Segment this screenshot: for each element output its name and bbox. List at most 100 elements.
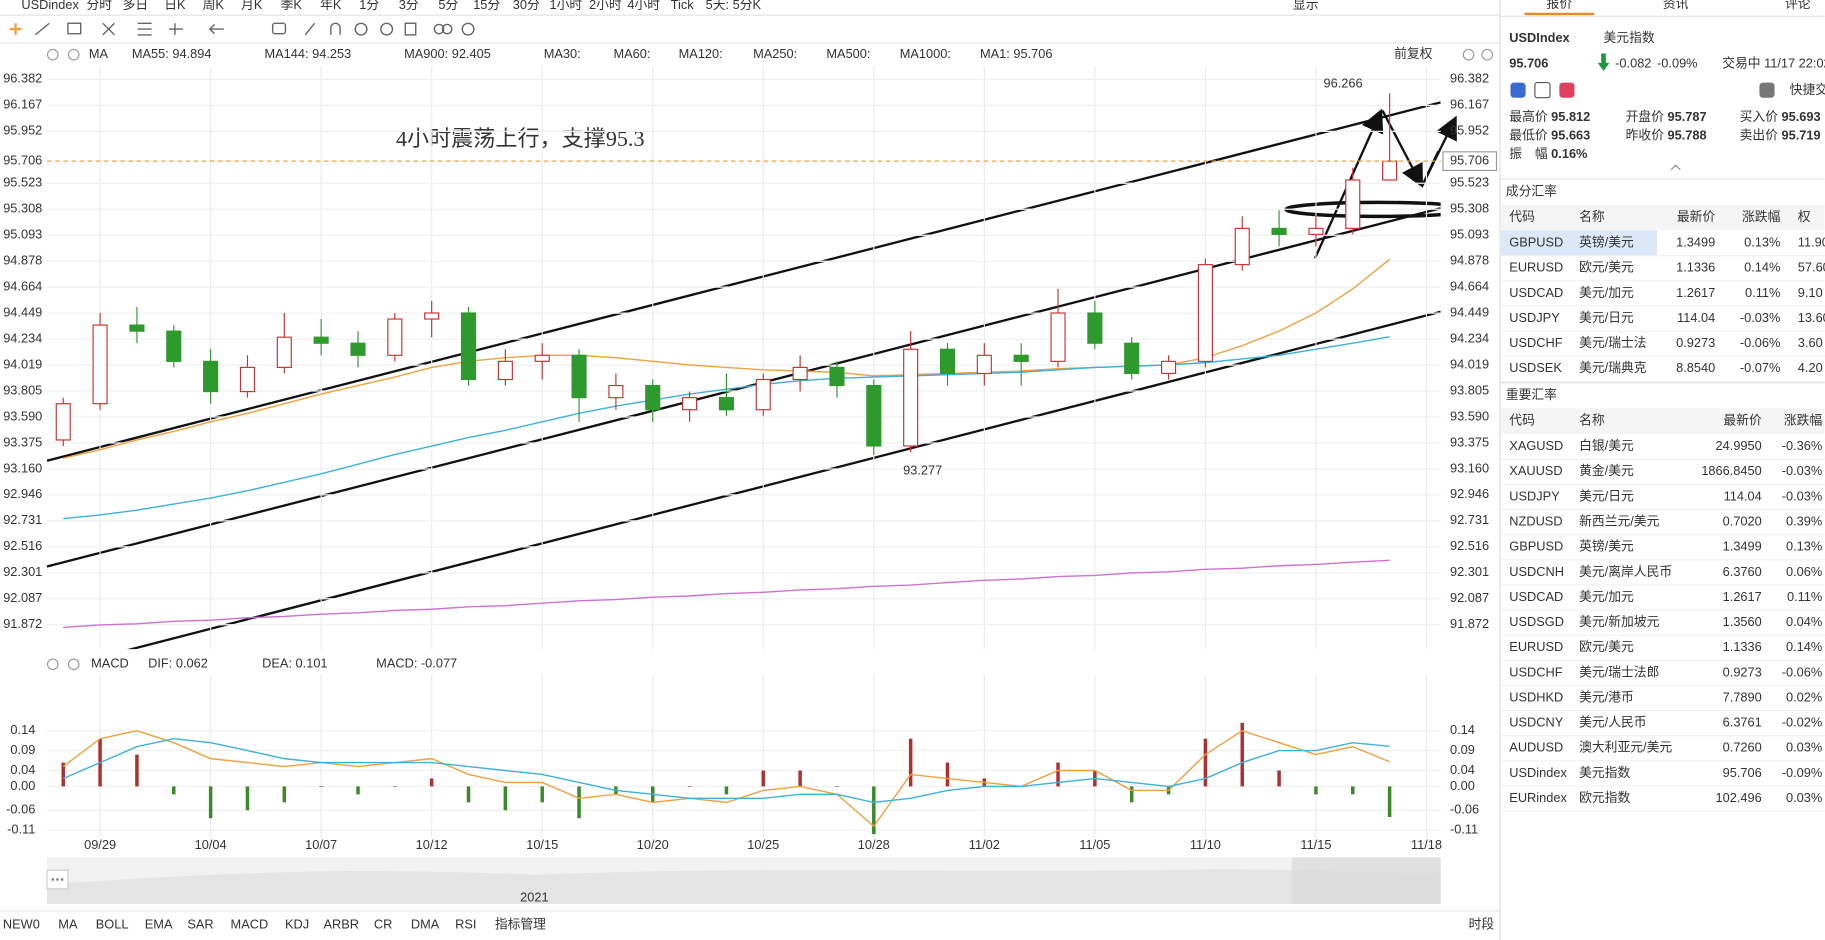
table-cell[interactable]: USDCNH: [1509, 564, 1564, 579]
table-cell[interactable]: 1.2617: [1723, 589, 1762, 604]
table-cell[interactable]: -0.07%: [1740, 360, 1781, 375]
table-cell[interactable]: -0.06%: [1782, 664, 1823, 679]
table-cell[interactable]: 114.04: [1724, 488, 1762, 503]
period-tab[interactable]: 4小时: [627, 0, 660, 12]
period-tab[interactable]: 分时: [87, 0, 113, 12]
symbol-tab[interactable]: USDindex: [21, 0, 79, 12]
indicator-button[interactable]: DMA: [411, 916, 440, 931]
chart-controls[interactable]: [46, 48, 1494, 671]
icon-button[interactable]: [1534, 82, 1551, 99]
table-cell[interactable]: -0.02%: [1782, 715, 1823, 730]
table-cell[interactable]: 0.03%: [1786, 740, 1822, 755]
table-cell[interactable]: 0.03%: [1786, 790, 1822, 805]
table-cell[interactable]: USDCAD: [1509, 589, 1563, 604]
table-cell[interactable]: NZDUSD: [1509, 513, 1562, 528]
indicator-button[interactable]: NEW0: [3, 916, 40, 931]
session-button[interactable]: 时段: [1469, 916, 1495, 931]
table-cell[interactable]: USDCHF: [1509, 664, 1562, 679]
table-cell[interactable]: 美元/加元: [1579, 285, 1634, 300]
table-cell[interactable]: 1.1336: [1723, 639, 1762, 654]
table-cell[interactable]: 1.3499: [1723, 539, 1762, 554]
period-tab[interactable]: 5天: 5分K: [706, 0, 762, 12]
table-cell[interactable]: 0.13%: [1786, 539, 1822, 554]
table-cell[interactable]: 美元/日元: [1579, 488, 1634, 503]
indicator-button[interactable]: SAR: [187, 916, 213, 931]
panel-tab[interactable]: 评论: [1785, 0, 1811, 11]
period-tab[interactable]: 30分: [513, 0, 540, 12]
table-cell[interactable]: 1866.8450: [1701, 463, 1761, 478]
table-cell[interactable]: XAUUSD: [1509, 463, 1562, 478]
collapse-chevron[interactable]: [1670, 164, 1681, 171]
table-cell[interactable]: 新西兰元/美元: [1579, 513, 1659, 528]
table-cell[interactable]: 0.39%: [1786, 513, 1822, 528]
period-tab[interactable]: 1分: [359, 0, 379, 12]
table-cell[interactable]: USDCAD: [1509, 285, 1563, 300]
table-cell[interactable]: 114.04: [1677, 310, 1715, 325]
table-cell[interactable]: USDJPY: [1509, 310, 1560, 325]
table-cell[interactable]: USDSEK: [1509, 360, 1562, 375]
period-tab[interactable]: 5分: [438, 0, 458, 12]
table-cell[interactable]: 美元/离岸人民币: [1579, 564, 1672, 579]
icon-button[interactable]: [1559, 82, 1575, 98]
table-cell[interactable]: 0.7020: [1723, 513, 1762, 528]
period-tab[interactable]: 季K: [281, 0, 303, 12]
table-cell[interactable]: 57.60: [1798, 260, 1825, 275]
table-cell[interactable]: 0.14%: [1786, 639, 1822, 654]
table-cell[interactable]: -0.03%: [1782, 463, 1823, 478]
table-cell[interactable]: USDHKD: [1509, 689, 1563, 704]
table-cell[interactable]: USDSGD: [1509, 614, 1564, 629]
navigator-window[interactable]: [1291, 857, 1441, 904]
table-cell[interactable]: 0.04%: [1786, 614, 1822, 629]
table-cell[interactable]: -0.03%: [1782, 488, 1823, 503]
period-tab[interactable]: 多日: [123, 0, 149, 12]
period-tab[interactable]: 周K: [203, 0, 225, 12]
table-cell[interactable]: 0.06%: [1786, 564, 1822, 579]
table-cell[interactable]: 欧元/美元: [1579, 639, 1634, 654]
panel-tab[interactable]: 报价: [1547, 0, 1573, 11]
table-cell[interactable]: 美元/加元: [1579, 589, 1634, 604]
table-cell[interactable]: 黄金/美元: [1579, 463, 1634, 478]
icon-button[interactable]: [1759, 82, 1775, 98]
indicator-button[interactable]: MACD: [231, 916, 269, 931]
table-cell[interactable]: 英镑/美元: [1579, 539, 1634, 554]
table-cell[interactable]: 0.7260: [1723, 740, 1762, 755]
period-tab[interactable]: Tick: [671, 0, 695, 12]
table-cell[interactable]: 6.3761: [1723, 715, 1762, 730]
indicator-button[interactable]: MA: [58, 916, 78, 931]
quick-trade[interactable]: 快捷交易: [1790, 82, 1825, 97]
table-cell[interactable]: -0.09%: [1782, 765, 1823, 780]
period-tab[interactable]: 3分: [399, 0, 419, 12]
table-cell[interactable]: 美元/瑞典克: [1579, 360, 1647, 375]
table-cell[interactable]: 0.02%: [1786, 689, 1822, 704]
table-cell[interactable]: EURUSD: [1509, 639, 1563, 654]
period-tab[interactable]: 年K: [320, 0, 342, 12]
table-cell[interactable]: 美元/人民币: [1579, 715, 1646, 730]
table-cell[interactable]: -0.06%: [1740, 335, 1781, 350]
adjust-button[interactable]: 前复权: [1394, 46, 1433, 61]
table-cell[interactable]: USDCNY: [1509, 715, 1563, 730]
table-cell[interactable]: 9.10: [1798, 285, 1823, 300]
table-cell[interactable]: XAGUSD: [1509, 438, 1563, 453]
table-cell[interactable]: 11.90: [1798, 235, 1825, 250]
table-cell[interactable]: 0.11%: [1787, 589, 1822, 604]
period-tab[interactable]: 1小时: [549, 0, 582, 12]
table-cell[interactable]: 美元/新加坡元: [1579, 614, 1659, 629]
drawing-tools[interactable]: [9, 22, 475, 36]
indicator-manage[interactable]: 指标管理: [495, 916, 546, 931]
indicator-button[interactable]: RSI: [455, 916, 476, 931]
table-cell[interactable]: EURindex: [1509, 790, 1567, 805]
table-cell[interactable]: 0.9273: [1676, 335, 1715, 350]
indicator-button[interactable]: EMA: [145, 916, 173, 931]
table-cell[interactable]: 1.3499: [1676, 235, 1715, 250]
table-cell[interactable]: GBPUSD: [1509, 235, 1563, 250]
table-cell[interactable]: 澳大利亚元/美元: [1579, 740, 1672, 755]
table-cell[interactable]: USDCHF: [1509, 335, 1562, 350]
indicator-button[interactable]: ARBR: [324, 916, 360, 931]
table-cell[interactable]: 欧元/美元: [1579, 260, 1634, 275]
table-cell[interactable]: 95.706: [1723, 765, 1762, 780]
table-cell[interactable]: 1.2617: [1676, 285, 1715, 300]
table-cell[interactable]: 8.8540: [1676, 360, 1715, 375]
table-cell[interactable]: 13.60: [1798, 310, 1825, 325]
table-cell[interactable]: 1.1336: [1676, 260, 1715, 275]
table-cell[interactable]: GBPUSD: [1509, 539, 1563, 554]
